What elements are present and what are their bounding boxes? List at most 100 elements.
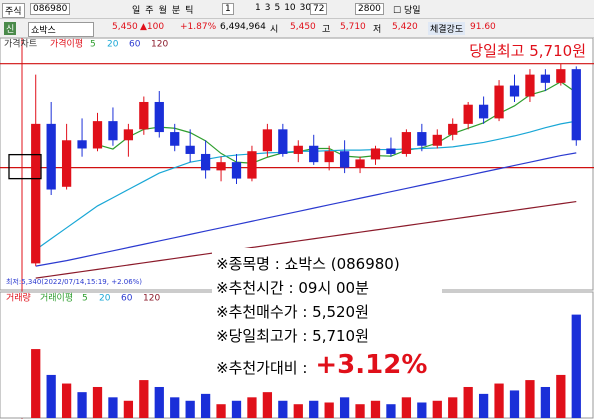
candle-body xyxy=(386,148,396,154)
volume-bar xyxy=(448,397,458,418)
tag: 신 xyxy=(4,22,17,35)
legend-entry: 20 xyxy=(107,40,119,50)
volume-bar xyxy=(386,404,396,418)
candle-body xyxy=(231,162,242,179)
candle-body xyxy=(185,145,195,154)
low-label: 저 xyxy=(373,25,382,35)
candle-body xyxy=(556,69,566,83)
candle-body xyxy=(278,129,288,154)
today-label: 당일 xyxy=(403,6,421,16)
code[interactable]: 086980 xyxy=(30,3,71,15)
volume-bar xyxy=(200,393,211,418)
candle-body xyxy=(401,132,412,154)
candle-body xyxy=(200,153,211,171)
open: 5,450 xyxy=(290,22,316,32)
low: 5,420 xyxy=(392,22,418,32)
volume-bar xyxy=(123,400,134,418)
market[interactable]: 주식 xyxy=(2,3,25,18)
candle-body xyxy=(370,148,381,160)
quote-bar: 신 쇼박스 5,450 ▲100 +1.87% 6,494,964 시 5,45… xyxy=(0,19,594,38)
period[interactable]: 분 xyxy=(171,6,181,16)
volume-bar xyxy=(355,404,365,418)
volume-bar xyxy=(540,386,551,418)
moving-average xyxy=(35,152,577,267)
candle-body xyxy=(571,69,581,141)
volume-bar xyxy=(108,397,118,418)
minute[interactable]: 10 xyxy=(284,3,296,13)
legend-entry: 120 xyxy=(143,294,160,304)
volume-bar xyxy=(339,397,350,418)
min-label: 최저:5,340(2022/07/14,15:19, +2.06%) xyxy=(6,277,142,286)
pane-title: 거래량 xyxy=(6,292,31,304)
strength: 91.60 xyxy=(470,22,496,32)
legend-entry: 60 xyxy=(129,40,141,50)
candle-body xyxy=(355,159,365,168)
volume-bar xyxy=(463,386,473,418)
volume-bar xyxy=(31,349,41,418)
volume-bar xyxy=(432,400,442,418)
candle-body xyxy=(216,162,226,171)
today[interactable]: ☐ 당일 xyxy=(393,6,421,16)
volume-bar xyxy=(309,400,319,418)
overlay: ※종목명 : 쇼박스 (086980) ※추천시간 : 09시 00분 ※추천매수가… xyxy=(212,248,442,390)
minute[interactable]: 1 xyxy=(255,3,261,13)
price: 5,450 xyxy=(112,22,138,32)
candle-body xyxy=(154,101,164,133)
minute[interactable]: 30 xyxy=(299,3,312,13)
pane-title: 가격차트 xyxy=(4,38,37,50)
candle-body xyxy=(46,123,56,190)
open-label: 시 xyxy=(270,25,279,35)
volume-bar xyxy=(370,400,381,418)
candle-body xyxy=(108,121,118,141)
candle-body xyxy=(293,145,303,154)
candle-body xyxy=(247,151,257,179)
period[interactable]: 틱 xyxy=(185,6,194,16)
candle-body xyxy=(463,104,473,124)
overlay-line: ※종목명 : 쇼박스 (086980) xyxy=(216,255,400,273)
minute[interactable]: 5 xyxy=(274,3,281,13)
volume-bar xyxy=(478,393,489,418)
volume-bar xyxy=(154,386,164,418)
candle-body xyxy=(339,151,350,168)
candle-body xyxy=(61,140,72,187)
legend-entry: 5 xyxy=(82,294,88,304)
name: 쇼박스 xyxy=(28,22,94,37)
candle-body xyxy=(525,74,535,97)
candle-body xyxy=(170,132,180,146)
candle-body xyxy=(92,121,103,149)
candle-body xyxy=(494,85,504,119)
candle-body xyxy=(123,129,134,141)
candle-body xyxy=(139,101,149,130)
volume-bar xyxy=(525,380,535,418)
overlay-line: ※추천시간 : 09시 00분 xyxy=(216,279,369,297)
volume-bar xyxy=(247,397,257,418)
volume-bar xyxy=(509,390,520,418)
overlay-line: ※추천매수가 : 5,520원 xyxy=(216,303,369,321)
legend-entry: 120 xyxy=(151,40,168,50)
volume-bar xyxy=(77,392,87,418)
candle-body xyxy=(309,145,319,163)
period[interactable]: 일 xyxy=(132,6,141,16)
volume-bar xyxy=(556,374,566,418)
count[interactable]: 72 xyxy=(310,3,328,15)
period[interactable]: 주 xyxy=(145,6,154,16)
legend-entry: 20 xyxy=(99,294,111,304)
volume-bar xyxy=(170,397,180,418)
period[interactable]: 월 xyxy=(158,6,167,16)
volume-bar xyxy=(571,314,581,418)
high: 5,710 xyxy=(340,22,366,32)
total[interactable]: 2800 xyxy=(355,3,384,15)
volume-bar xyxy=(278,400,288,418)
volume-bar xyxy=(185,400,195,418)
highlight-box xyxy=(8,153,42,180)
volume-bar xyxy=(324,402,334,418)
volume-bar xyxy=(293,404,303,418)
candle-body xyxy=(478,104,489,119)
tick-count[interactable]: 1 xyxy=(222,3,234,15)
moving-average xyxy=(35,120,577,251)
minute[interactable]: 3 xyxy=(264,3,271,13)
legend-entry: 60 xyxy=(121,294,133,304)
candle-body xyxy=(509,85,520,97)
legend-title: 거래이평 xyxy=(40,293,73,304)
